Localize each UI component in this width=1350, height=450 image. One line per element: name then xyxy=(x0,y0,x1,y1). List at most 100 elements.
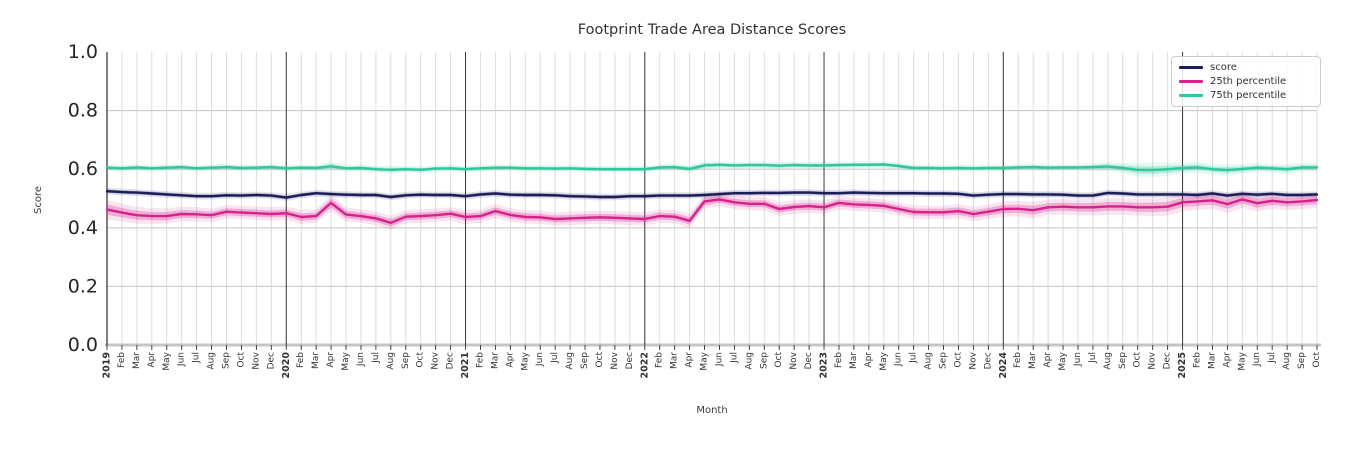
x-tick-label: May xyxy=(162,351,172,370)
x-tick-label: Nov xyxy=(610,351,620,369)
x-tick-label: Sep xyxy=(1297,352,1307,369)
x-tick-label: Apr xyxy=(505,352,515,368)
x-tick-label: Oct xyxy=(1133,352,1143,368)
series-line-score xyxy=(105,190,1319,199)
x-tick-label: Jun xyxy=(535,352,545,367)
x-tick-label: Aug xyxy=(565,352,575,370)
x-tick-label: Mar xyxy=(311,352,321,369)
percentile25-line-swatch-icon xyxy=(1179,80,1203,83)
x-tick-label: Sep xyxy=(580,352,590,369)
x-tick-label: Aug xyxy=(386,352,396,370)
x-tick-label: Nov xyxy=(968,351,978,369)
legend-label: 75th percentile xyxy=(1210,90,1287,101)
series-line-25th-percentile xyxy=(105,198,1319,224)
y-tick-label: 1.0 xyxy=(68,41,98,63)
x-tick-label: 2024 xyxy=(998,352,1009,379)
x-tick-label: Jul xyxy=(550,352,560,364)
x-tick-label: Aug xyxy=(744,352,754,370)
x-tick-label: 2021 xyxy=(460,352,471,378)
x-tick-label: Jun xyxy=(1073,352,1083,367)
x-tick-label: Jun xyxy=(714,352,724,367)
x-tick-label: Apr xyxy=(1043,352,1053,368)
x-tick-label: Jun xyxy=(894,352,904,367)
y-tick-label: 0.6 xyxy=(68,158,98,180)
x-tick-label: Jul xyxy=(1088,352,1098,364)
x-tick-label: Feb xyxy=(1192,352,1202,368)
x-tick-label: Mar xyxy=(490,352,500,369)
x-axis-label: Month xyxy=(696,405,728,416)
x-tick-label: 2025 xyxy=(1177,352,1188,378)
x-tick-label: Nov xyxy=(251,351,261,369)
x-tick-label: Oct xyxy=(774,352,784,368)
percentile75-line-swatch-icon xyxy=(1179,94,1203,97)
x-tick-label: Feb xyxy=(655,352,665,368)
x-tick-label: Aug xyxy=(1103,352,1113,370)
x-tick-label: Jul xyxy=(729,352,739,364)
x-tick-label: Jun xyxy=(177,352,187,367)
x-tick-label: Apr xyxy=(864,352,874,368)
x-tick-label: Mar xyxy=(849,352,859,369)
legend-item-score: score xyxy=(1179,62,1312,73)
x-tick-label: Mar xyxy=(1028,352,1038,369)
x-tick-label: Sep xyxy=(759,352,769,369)
x-tick-label: Aug xyxy=(924,352,934,370)
legend-item-25th-percentile: 25th percentile xyxy=(1179,76,1312,87)
y-tick-label: 0.4 xyxy=(68,217,98,239)
x-tick-label: Jun xyxy=(356,352,366,367)
x-tick-label: Mar xyxy=(132,352,142,369)
x-tick-label: Oct xyxy=(416,352,426,368)
y-tick-label: 0.8 xyxy=(68,100,98,122)
y-tick-label: 0.0 xyxy=(68,334,98,356)
y-tick-label: 0.2 xyxy=(68,275,98,297)
x-tick-label: Dec xyxy=(625,352,635,369)
x-tick-label: Sep xyxy=(1118,352,1128,369)
x-tick-label: Apr xyxy=(1222,352,1232,368)
x-tick-label: Mar xyxy=(670,352,680,369)
x-tick-label: May xyxy=(1058,351,1068,370)
x-tick-label: May xyxy=(520,351,530,370)
x-tick-label: Mar xyxy=(1207,352,1217,369)
confidence-band-outer xyxy=(107,191,1317,231)
x-tick-label: Feb xyxy=(834,352,844,368)
confidence-band xyxy=(107,195,1317,227)
x-tick-label: 2022 xyxy=(639,352,650,378)
legend-label: score xyxy=(1210,62,1237,73)
x-tick-label: Jul xyxy=(192,352,202,364)
x-tick-label: Nov xyxy=(431,351,441,369)
legend-label: 25th percentile xyxy=(1210,76,1287,87)
x-tick-label: Oct xyxy=(953,352,963,368)
x-tick-label: Apr xyxy=(326,352,336,368)
x-tick-label: Oct xyxy=(595,352,605,368)
confidence-band-outer xyxy=(107,161,1317,178)
x-tick-label: Sep xyxy=(939,352,949,369)
x-tick-label: Jun xyxy=(1252,352,1262,367)
x-tick-label: Oct xyxy=(1312,352,1322,368)
legend: score 25th percentile 75th percentile xyxy=(1171,56,1321,107)
x-tick-label: Apr xyxy=(147,352,157,368)
x-tick-label: May xyxy=(341,351,351,370)
x-tick-label: 2019 xyxy=(102,352,113,378)
chart-title: Footprint Trade Area Distance Scores xyxy=(577,22,847,38)
x-tick-label: Oct xyxy=(236,352,246,368)
x-tick-label: Feb xyxy=(117,352,127,368)
x-tick-label: May xyxy=(700,351,710,370)
x-tick-label: 2023 xyxy=(819,352,830,378)
x-tick-label: May xyxy=(879,351,889,370)
x-tick-label: Sep xyxy=(401,352,411,369)
x-tick-label: Nov xyxy=(1148,351,1158,369)
x-tick-label: Feb xyxy=(296,352,306,368)
x-tick-label: Aug xyxy=(1282,352,1292,370)
x-tick-label: Aug xyxy=(207,352,217,370)
x-tick-label: Nov xyxy=(789,351,799,369)
x-tick-label: May xyxy=(1237,351,1247,370)
score-line-swatch-icon xyxy=(1179,66,1203,69)
x-tick-label: Feb xyxy=(1013,352,1023,368)
x-tick-label: Dec xyxy=(266,352,276,369)
legend-item-75th-percentile: 75th percentile xyxy=(1179,90,1312,101)
x-tick-label: Dec xyxy=(804,352,814,369)
x-tick-label: Jul xyxy=(1267,352,1277,364)
x-tick-label: Dec xyxy=(1163,352,1173,369)
x-tick-label: Apr xyxy=(685,352,695,368)
